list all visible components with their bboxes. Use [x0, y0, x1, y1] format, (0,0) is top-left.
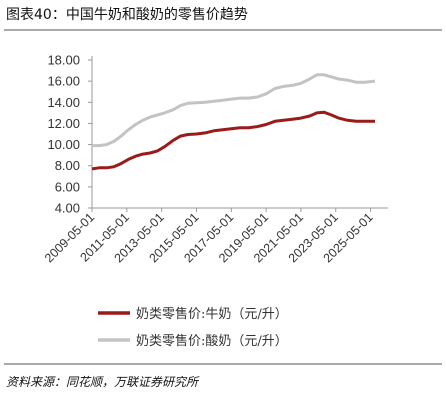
series-line-yogurt — [92, 73, 376, 148]
series-line-milk — [91, 110, 375, 171]
y-tick-label: 6.00 — [55, 179, 80, 194]
y-tick-label: 16.00 — [47, 74, 80, 89]
source-note: 资料来源：同花顺，万联证券研究所 — [6, 375, 200, 389]
y-tick-label: 18.00 — [47, 53, 80, 68]
y-tick-label: 14.00 — [47, 95, 80, 110]
y-tick-label: 8.00 — [55, 158, 80, 173]
axis-layer: 4.006.008.0010.0012.0014.0016.0018.00200… — [42, 53, 388, 265]
y-tick-label: 4.00 — [55, 201, 80, 216]
legend-label: 奶类零售价:牛奶（元/升） — [136, 306, 288, 322]
y-tick-label: 12.00 — [47, 116, 80, 131]
legend-label: 奶类零售价:酸奶（元/升） — [136, 333, 288, 349]
legend: 奶类零售价:牛奶（元/升） 奶类零售价:酸奶（元/升） — [98, 306, 288, 349]
series-layer — [91, 73, 376, 171]
y-tick-label: 10.00 — [47, 137, 80, 152]
figure-title: 图表40：中国牛奶和酸奶的零售价趋势 — [6, 7, 248, 23]
